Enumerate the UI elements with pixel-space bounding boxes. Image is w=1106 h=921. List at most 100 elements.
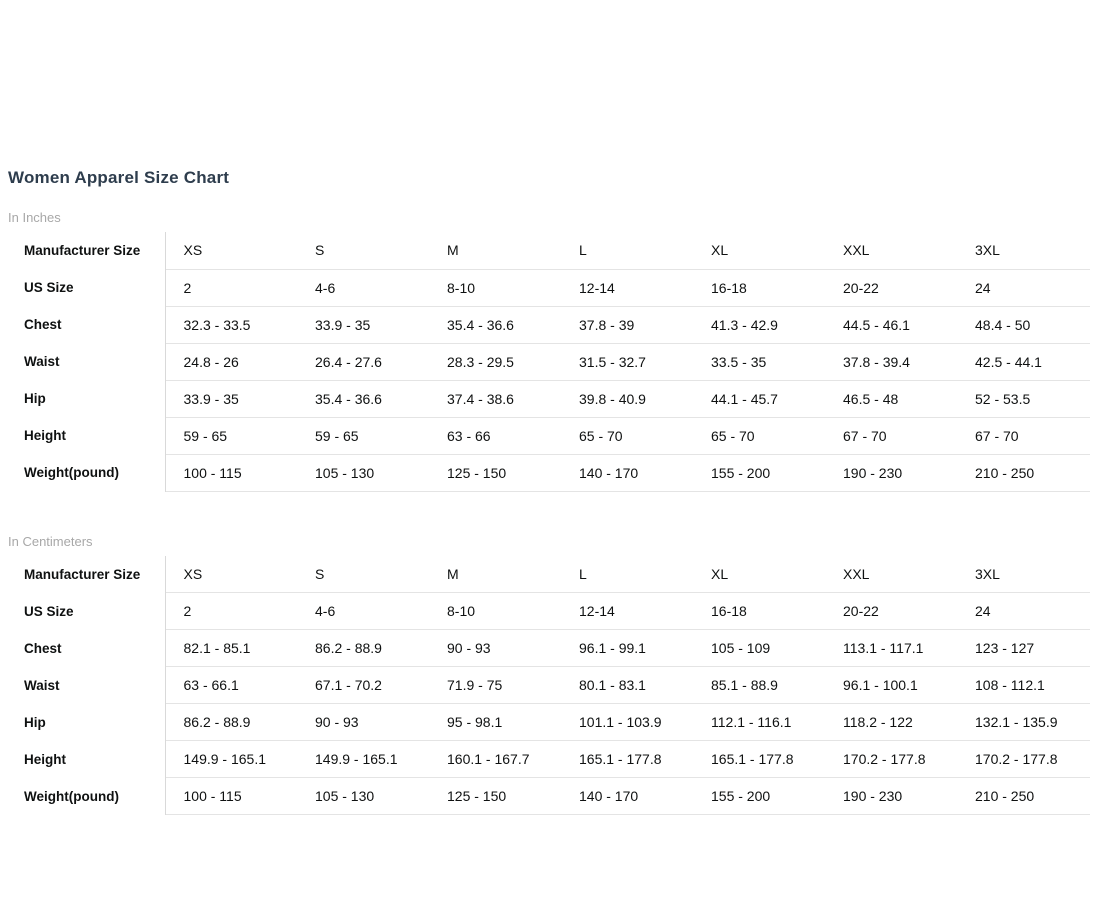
row-label: Weight(pound) [8, 777, 166, 815]
row-label: Waist [8, 666, 166, 704]
size-cell: 59 - 65 [165, 417, 297, 455]
row-label: Hip [8, 703, 166, 741]
size-table-section-inches: In Inches Manufacturer Size XS S M L XL XXL 3XL… [8, 210, 1098, 492]
size-cell: 125 - 150 [429, 777, 561, 815]
size-cell: 12-14 [561, 592, 693, 630]
size-cell: 67.1 - 70.2 [297, 666, 429, 704]
size-cell: 80.1 - 83.1 [561, 666, 693, 704]
size-cell: 123 - 127 [957, 629, 1090, 667]
size-cell: 149.9 - 165.1 [165, 740, 297, 778]
row-label: Height [8, 740, 166, 778]
size-cell: 165.1 - 177.8 [561, 740, 693, 778]
size-cell: 67 - 70 [825, 417, 957, 455]
size-cell: 37.4 - 38.6 [429, 380, 561, 418]
row-label: US Size [8, 592, 166, 630]
row-label: Chest [8, 629, 166, 667]
table-row: Chest 32.3 - 33.5 33.9 - 35 35.4 - 36.6 37.8… [8, 306, 1090, 344]
row-label: Waist [8, 343, 166, 380]
size-cell: 112.1 - 116.1 [693, 703, 825, 741]
size-cell: XXL [825, 555, 957, 593]
size-cell: S [297, 555, 429, 593]
size-cell: 71.9 - 75 [429, 666, 561, 704]
size-cell: 113.1 - 117.1 [825, 629, 957, 667]
table-row: US Size 2 4-6 8-10 12-14 16-18 20-22 24 [8, 269, 1090, 307]
row-label: US Size [8, 269, 166, 306]
size-table-inches: Manufacturer Size XS S M L XL XXL 3XL US Size 2 4-… [8, 232, 1090, 492]
size-cell: S [297, 232, 429, 270]
row-label: Height [8, 417, 166, 454]
size-cell: 24 [957, 592, 1090, 630]
size-cell: 12-14 [561, 269, 693, 307]
size-cell: 95 - 98.1 [429, 703, 561, 741]
size-cell: 35.4 - 36.6 [429, 306, 561, 344]
size-cell: 16-18 [693, 269, 825, 307]
size-table-centimeters: Manufacturer Size XS S M L XL XXL 3XL US Size 2 4-… [8, 555, 1090, 815]
row-label: Chest [8, 306, 166, 343]
size-cell: 8-10 [429, 269, 561, 307]
table-row: Height 59 - 65 59 - 65 63 - 66 65 - 70 65 - 7… [8, 417, 1090, 455]
size-cell: M [429, 555, 561, 593]
size-cell: 37.8 - 39 [561, 306, 693, 344]
size-cell: 33.9 - 35 [165, 380, 297, 418]
size-cell: 16-18 [693, 592, 825, 630]
table-row: Hip 33.9 - 35 35.4 - 36.6 37.4 - 38.6 39.8 -… [8, 380, 1090, 418]
row-label: Hip [8, 380, 166, 417]
size-cell: 33.9 - 35 [297, 306, 429, 344]
size-cell: 155 - 200 [693, 777, 825, 815]
size-cell: L [561, 555, 693, 593]
size-cell: 24.8 - 26 [165, 343, 297, 381]
table-row: Chest 82.1 - 85.1 86.2 - 88.9 90 - 93 96.1 -… [8, 629, 1090, 667]
size-cell: 63 - 66 [429, 417, 561, 455]
table-row: Height 149.9 - 165.1 149.9 - 165.1 160.1 - … [8, 740, 1090, 778]
size-chart-page: Women Apparel Size Chart In Inches Manuf… [8, 168, 1098, 815]
size-cell: 65 - 70 [561, 417, 693, 455]
table-row: Manufacturer Size XS S M L XL XXL 3XL [8, 232, 1090, 270]
size-cell: 52 - 53.5 [957, 380, 1090, 418]
size-cell: 24 [957, 269, 1090, 307]
size-cell: L [561, 232, 693, 270]
size-cell: XS [165, 232, 297, 270]
unit-label-centimeters: In Centimeters [8, 533, 93, 549]
unit-label-inches: In Inches [8, 210, 61, 225]
size-cell: 125 - 150 [429, 454, 561, 492]
size-cell: 63 - 66.1 [165, 666, 297, 704]
row-label: Manufacturer Size [8, 555, 166, 593]
size-cell: 59 - 65 [297, 417, 429, 455]
size-cell: 39.8 - 40.9 [561, 380, 693, 418]
table-row: Weight(pound) 100 - 115 105 - 130 125 - 150… [8, 454, 1090, 492]
size-cell: 2 [165, 269, 297, 307]
size-cell: 48.4 - 50 [957, 306, 1090, 344]
size-cell: 20-22 [825, 592, 957, 630]
size-cell: 20-22 [825, 269, 957, 307]
size-cell: 32.3 - 33.5 [165, 306, 297, 344]
size-cell: 96.1 - 99.1 [561, 629, 693, 667]
size-cell: 190 - 230 [825, 777, 957, 815]
size-cell: 108 - 112.1 [957, 666, 1090, 704]
size-cell: 105 - 130 [297, 777, 429, 815]
page-title: Women Apparel Size Chart [8, 168, 230, 187]
table-row: US Size 2 4-6 8-10 12-14 16-18 20-22 24 [8, 592, 1090, 630]
size-cell: 140 - 170 [561, 454, 693, 492]
size-cell: 82.1 - 85.1 [165, 629, 297, 667]
size-cell: XL [693, 232, 825, 270]
size-cell: 8-10 [429, 592, 561, 630]
size-cell: 165.1 - 177.8 [693, 740, 825, 778]
size-cell: 67 - 70 [957, 417, 1090, 455]
row-label: Manufacturer Size [8, 232, 166, 269]
size-cell: 3XL [957, 232, 1090, 270]
table-row: Waist 63 - 66.1 67.1 - 70.2 71.9 - 75 80.1 -… [8, 666, 1090, 704]
size-cell: 100 - 115 [165, 777, 297, 815]
size-cell: 190 - 230 [825, 454, 957, 492]
size-cell: 42.5 - 44.1 [957, 343, 1090, 381]
size-cell: 44.5 - 46.1 [825, 306, 957, 344]
size-table-section-centimeters: In Centimeters Manufacturer Size XS S M L XL X… [8, 533, 1098, 815]
size-cell: 46.5 - 48 [825, 380, 957, 418]
size-cell: 37.8 - 39.4 [825, 343, 957, 381]
size-cell: 3XL [957, 555, 1090, 593]
size-cell: 210 - 250 [957, 777, 1090, 815]
size-cell: 160.1 - 167.7 [429, 740, 561, 778]
size-cell: 33.5 - 35 [693, 343, 825, 381]
size-cell: 28.3 - 29.5 [429, 343, 561, 381]
size-cell: 41.3 - 42.9 [693, 306, 825, 344]
table-row: Weight(pound) 100 - 115 105 - 130 125 - 150… [8, 777, 1090, 815]
